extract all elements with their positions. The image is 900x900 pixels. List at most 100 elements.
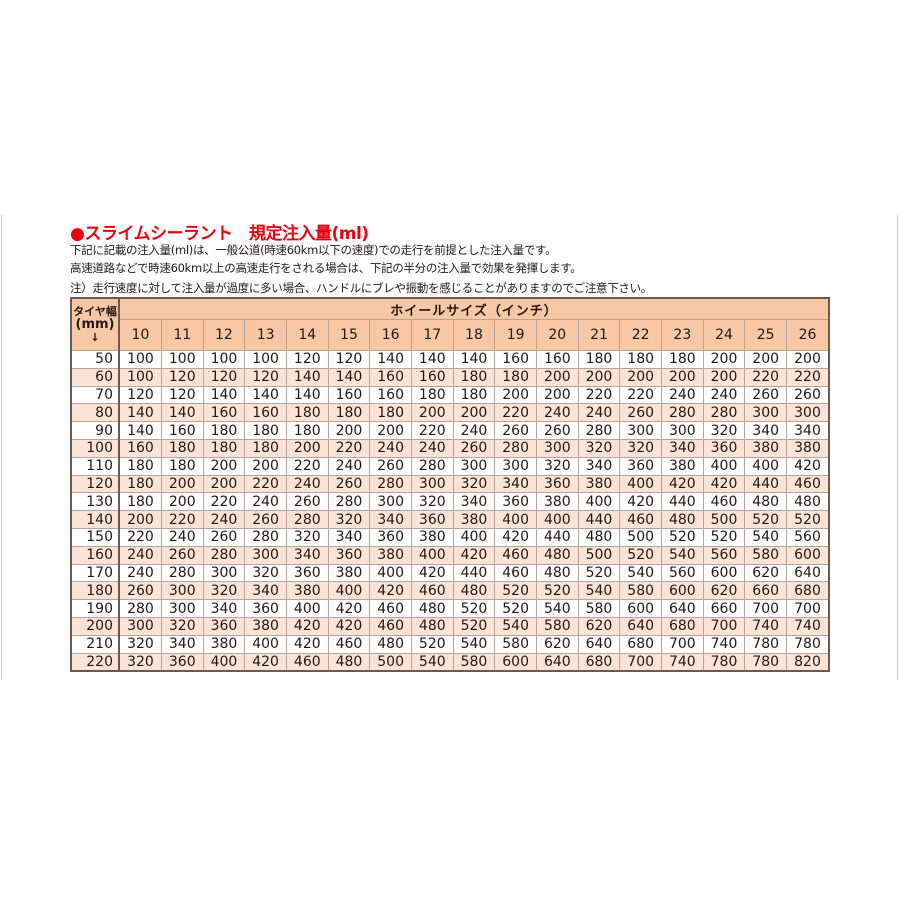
volume-cell: 220: [327, 438, 371, 458]
volume-cell: 220: [577, 385, 621, 405]
volume-cell: 260: [619, 403, 662, 423]
volume-cell: 540: [535, 599, 579, 618]
volume-cell: 280: [202, 545, 246, 565]
volume-cell: 300: [744, 403, 787, 423]
volume-cell: 420: [244, 652, 287, 672]
volume-cell: 700: [660, 634, 704, 654]
volume-cell: 260: [786, 385, 830, 405]
volume-cell: 420: [369, 581, 412, 601]
tire-width-header: タイヤ幅 (mm) ↓: [70, 297, 120, 351]
volume-cell: 200: [118, 510, 162, 529]
volume-cell: 540: [494, 616, 537, 636]
volume-cell: 200: [786, 350, 830, 369]
volume-cell: 240: [285, 474, 329, 494]
tire-width-cell: 160: [70, 545, 120, 565]
volume-cell: 160: [244, 403, 287, 423]
volume-cell: 160: [369, 385, 412, 405]
volume-cell: 380: [202, 634, 246, 654]
table-row: 220 320 360 400 420 460 480 500 540 580 600 640 680 7…: [70, 652, 830, 672]
tire-width-cell: 70: [70, 385, 120, 405]
volume-cell: 140: [285, 385, 329, 405]
volume-cell: 400: [202, 652, 246, 672]
wheel-size-17: 17: [410, 319, 454, 351]
tire-width-cell: 150: [70, 527, 120, 547]
volume-cell: 520: [660, 527, 704, 547]
volume-cell: 460: [369, 599, 412, 618]
volume-cell: 260: [327, 474, 371, 494]
volume-cell: 700: [744, 599, 787, 618]
volume-cell: 440: [577, 510, 621, 529]
volume-cell: 220: [744, 367, 787, 387]
table-row: 60 100 120 120 120 140 140 160 160 180 180 200 200 20…: [70, 367, 830, 387]
volume-cell: 300: [118, 616, 162, 636]
volume-cell: 460: [702, 492, 746, 512]
volume-cell: 620: [577, 616, 621, 636]
volume-cell: 420: [285, 616, 329, 636]
volume-cell: 820: [786, 652, 830, 672]
wheel-size-row: 10 11 12 13 14 15 16 17 18 19 20 21 22 23 24 25 26: [71, 319, 830, 351]
volume-cell: 400: [369, 563, 412, 583]
volume-cell: 400: [452, 527, 496, 547]
volume-cell: 240: [118, 545, 162, 565]
volume-cell: 360: [410, 510, 454, 529]
volume-cell: 200: [160, 492, 204, 512]
volume-cell: 240: [660, 385, 704, 405]
volume-cell: 420: [410, 563, 454, 583]
volume-cell: 420: [327, 599, 371, 618]
volume-cell: 300: [160, 599, 204, 618]
volume-cell: 320: [118, 652, 162, 672]
volume-cell: 140: [118, 403, 162, 423]
volume-cell: 460: [327, 634, 371, 654]
volume-cell: 180: [452, 367, 496, 387]
table-body: 50 100 100 100 100 120 120 140 140 140 160 160 180 18…: [70, 350, 830, 672]
volume-cell: 520: [535, 581, 579, 601]
volume-cell: 180: [244, 421, 287, 440]
volume-cell: 700: [786, 599, 830, 618]
tire-width-cell: 130: [70, 492, 120, 512]
volume-cell: 560: [786, 527, 830, 547]
sealant-volume-table: タイヤ幅 (mm) ↓ ホイールサイズ（インチ） 10 11 12 13 14 15 16 1…: [70, 297, 830, 673]
wheel-size-18: 18: [452, 319, 496, 351]
volume-cell: 220: [619, 385, 662, 405]
volume-cell: 160: [410, 367, 454, 387]
volume-cell: 480: [535, 545, 579, 565]
volume-cell: 460: [369, 616, 412, 636]
tire-width-cell: 50: [70, 350, 120, 369]
volume-cell: 280: [410, 456, 454, 476]
volume-cell: 140: [118, 421, 162, 440]
volume-cell: 280: [285, 510, 329, 529]
volume-cell: 360: [535, 474, 579, 494]
volume-cell: 260: [244, 510, 287, 529]
volume-cell: 680: [660, 616, 704, 636]
tire-width-cell: 90: [70, 421, 120, 440]
wheel-size-22: 22: [619, 319, 662, 351]
volume-cell: 280: [369, 474, 412, 494]
volume-cell: 220: [786, 367, 830, 387]
volume-cell: 120: [160, 385, 204, 405]
volume-cell: 480: [535, 563, 579, 583]
volume-cell: 620: [535, 634, 579, 654]
volume-cell: 200: [494, 385, 537, 405]
volume-cell: 240: [244, 492, 287, 512]
volume-cell: 380: [786, 438, 830, 458]
volume-cell: 400: [285, 599, 329, 618]
volume-cell: 220: [285, 456, 329, 476]
tire-width-cell: 140: [70, 510, 120, 529]
tire-width-cell: 80: [70, 403, 120, 423]
volume-cell: 640: [619, 616, 662, 636]
volume-cell: 240: [160, 527, 204, 547]
volume-cell: 680: [577, 652, 621, 672]
volume-cell: 340: [369, 510, 412, 529]
volume-cell: 480: [660, 510, 704, 529]
wheel-size-23: 23: [660, 319, 704, 351]
volume-cell: 320: [244, 563, 287, 583]
volume-cell: 200: [702, 367, 746, 387]
volume-cell: 360: [244, 599, 287, 618]
wheel-size-21: 21: [577, 319, 621, 351]
volume-cell: 300: [202, 563, 246, 583]
volume-cell: 200: [160, 474, 204, 494]
volume-cell: 540: [744, 527, 787, 547]
volume-cell: 320: [452, 474, 496, 494]
volume-cell: 240: [535, 403, 579, 423]
volume-cell: 400: [744, 456, 787, 476]
